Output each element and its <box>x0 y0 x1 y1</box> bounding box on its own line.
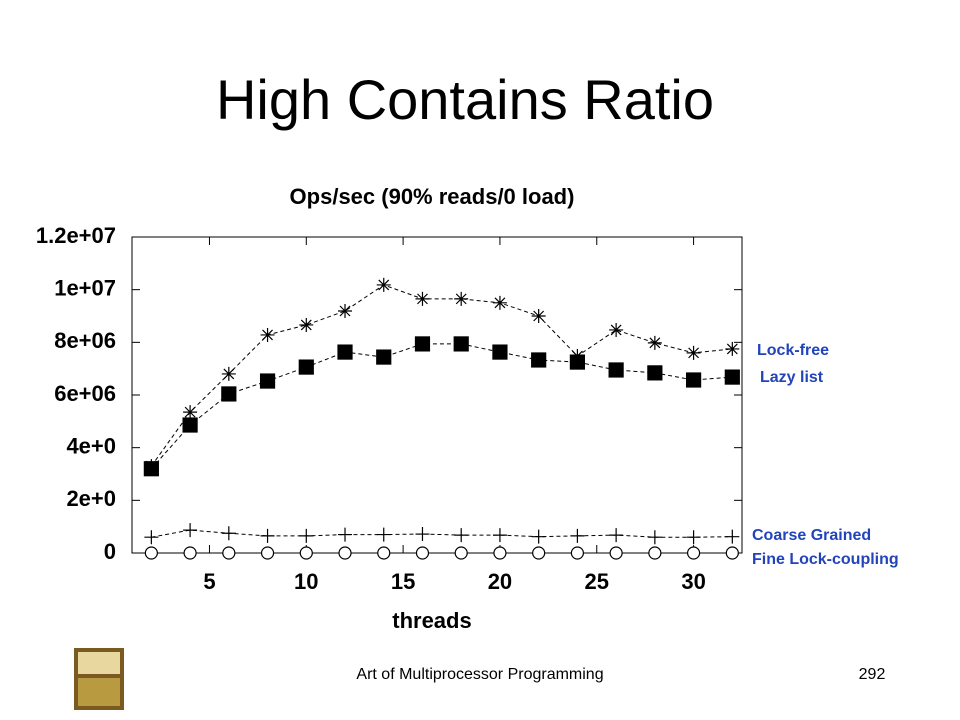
marker <box>183 523 198 538</box>
marker <box>144 530 159 545</box>
y-tick-label: 1e+07 <box>54 275 116 300</box>
legend-label: Lazy list <box>760 369 824 386</box>
page-number: 292 <box>859 666 886 683</box>
marker <box>299 546 313 560</box>
marker <box>685 372 702 388</box>
marker <box>415 546 430 560</box>
marker <box>260 528 275 543</box>
marker <box>259 373 276 389</box>
legend-label: Coarse Grained <box>752 527 871 544</box>
marker <box>414 336 431 352</box>
marker <box>454 528 469 543</box>
series-line <box>151 529 733 538</box>
y-tick-label: 4e+0 <box>66 433 116 458</box>
marker <box>531 309 546 323</box>
marker <box>260 546 275 560</box>
y-tick-label: 2e+0 <box>66 486 116 511</box>
marker <box>609 322 624 337</box>
marker <box>376 277 391 292</box>
marker <box>376 527 391 542</box>
chart-title: Ops/sec (90% reads/0 load) <box>290 184 575 209</box>
marker <box>338 527 353 542</box>
series-line <box>150 343 733 470</box>
y-tick-label: 6e+06 <box>54 381 116 406</box>
marker <box>570 528 585 543</box>
marker <box>570 546 584 560</box>
marker <box>143 461 159 477</box>
marker <box>377 546 391 560</box>
marker <box>221 366 236 381</box>
footer: Art of Multiprocessor Programming <box>356 666 603 683</box>
marker <box>183 546 197 560</box>
marker <box>609 546 623 560</box>
marker <box>221 386 237 402</box>
marker <box>686 530 701 545</box>
marker <box>686 546 701 560</box>
x-tick-label: 20 <box>488 569 512 594</box>
marker <box>222 546 236 560</box>
marker <box>492 295 507 310</box>
marker <box>260 327 275 342</box>
marker <box>415 291 430 306</box>
series-line <box>150 284 733 467</box>
marker <box>724 369 740 385</box>
legend-label: Fine Lock-coupling <box>752 551 899 568</box>
marker <box>648 546 662 560</box>
marker <box>299 317 314 332</box>
marker <box>492 344 508 360</box>
marker <box>299 528 314 543</box>
y-tick-label: 8e+06 <box>54 328 116 353</box>
marker <box>182 417 198 433</box>
x-axis-label: threads <box>392 608 471 633</box>
marker <box>298 359 314 375</box>
marker <box>454 546 468 560</box>
marker <box>492 528 507 543</box>
marker <box>609 528 624 543</box>
marker <box>647 530 662 545</box>
marker <box>454 291 469 306</box>
marker <box>531 352 547 368</box>
marker <box>415 527 430 542</box>
x-tick-label: 30 <box>681 569 705 594</box>
marker <box>569 354 585 370</box>
marker <box>338 546 352 560</box>
marker <box>376 349 392 365</box>
marker <box>493 546 507 560</box>
legend-label: Lock-free <box>757 342 829 359</box>
marker <box>686 345 701 360</box>
marker <box>532 546 546 560</box>
slide-title: High Contains Ratio <box>216 68 714 131</box>
marker <box>647 365 663 381</box>
y-tick-label: 1.2e+07 <box>36 223 116 248</box>
y-tick-label: 0 <box>104 539 116 564</box>
marker <box>221 526 236 541</box>
marker <box>725 341 740 356</box>
x-tick-label: 5 <box>203 569 215 594</box>
x-tick-label: 25 <box>585 569 609 594</box>
marker <box>453 336 469 352</box>
marker <box>725 529 740 544</box>
marker <box>531 529 546 544</box>
book-icon <box>74 648 124 710</box>
marker <box>725 546 739 560</box>
marker <box>337 344 353 360</box>
x-tick-label: 15 <box>391 569 415 594</box>
marker <box>183 405 198 420</box>
marker <box>144 546 158 560</box>
x-tick-label: 10 <box>294 569 318 594</box>
marker <box>338 303 353 318</box>
marker <box>647 335 662 350</box>
marker <box>608 362 624 378</box>
